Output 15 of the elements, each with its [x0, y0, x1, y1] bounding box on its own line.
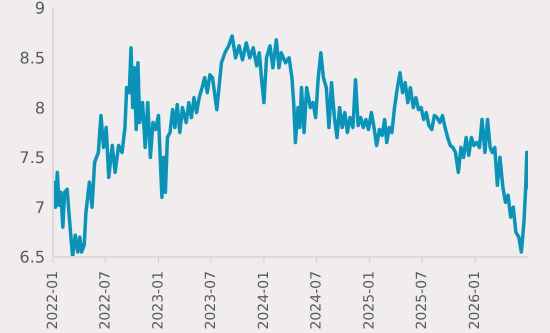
x-tick-label: 2026-01 [467, 271, 484, 330]
x-tick-label: 2025-07 [414, 271, 430, 330]
y-tick-label: 7.5 [20, 148, 45, 168]
x-tick-label: 2022-01 [45, 271, 61, 330]
x-tick-label: 2025-01 [362, 271, 378, 330]
y-tick-label: 8 [34, 98, 45, 118]
y-tick-label: 9 [34, 0, 45, 18]
x-tick-label: 2024-01 [256, 271, 272, 330]
x-tick-label: 2024-07 [308, 271, 325, 330]
x-tick-label: 2023-07 [202, 271, 219, 330]
y-tick-label: 6.5 [20, 248, 45, 267]
x-tick-label: 2022-07 [97, 271, 114, 330]
x-tick-label: 2023-01 [150, 271, 166, 330]
y-tick-label: 8.5 [20, 48, 45, 68]
y-tick-label: 7 [34, 198, 45, 217]
